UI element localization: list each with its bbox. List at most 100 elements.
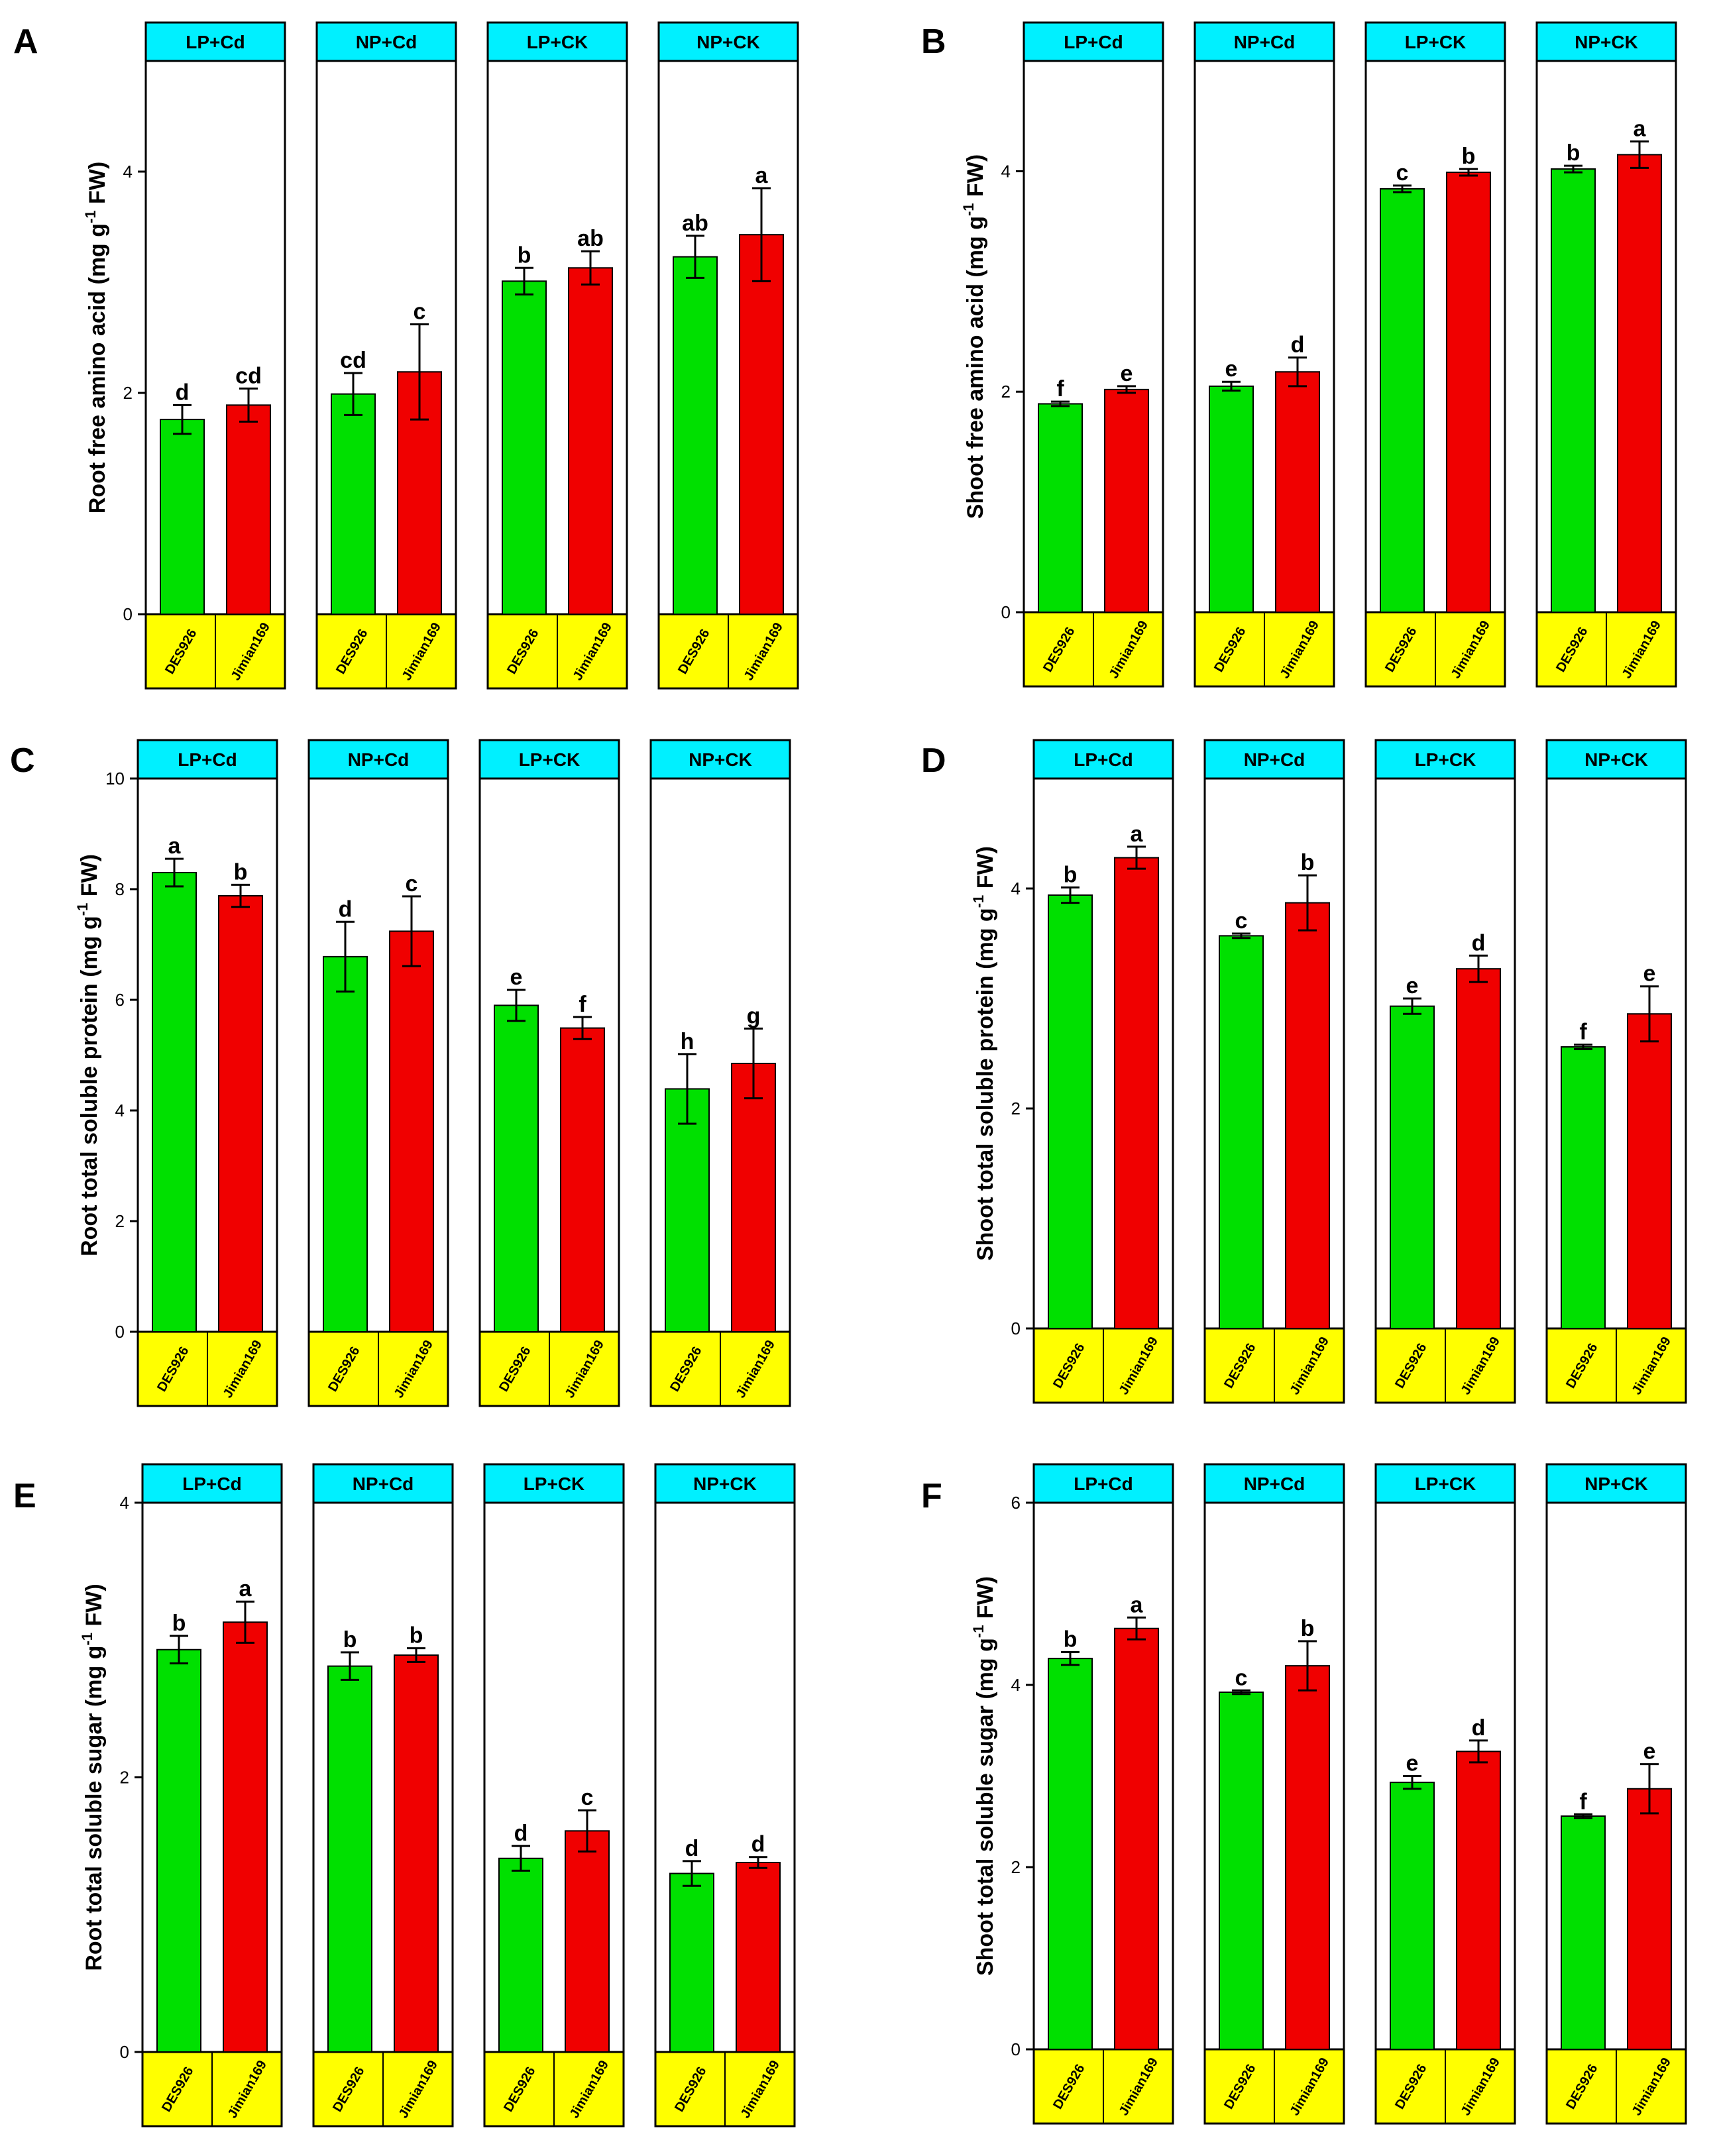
panel-e-bar-des926: [327, 1665, 372, 2053]
panel-e-significance-letter: a: [239, 1576, 252, 1601]
panel-e-significance-letter: d: [751, 1832, 765, 1857]
panel-d-significance-letter: e: [1406, 973, 1419, 998]
panel-a: A 0 2 4 Root free amino acid (mg g-1 FW) LP+C…: [13, 21, 799, 690]
panel-c-y-tick-label: 2: [115, 1211, 125, 1231]
panel-f: F 0 2 4 6 Shoot total soluble sugar (mg g-1 F…: [921, 1463, 1687, 2125]
panel-c-y-axis-label: Root total soluble protein (mg g-1 FW): [74, 854, 102, 1256]
panel-a-significance-letter: ab: [577, 226, 604, 251]
panel-f-letter: F: [921, 1477, 942, 1515]
panel-d-significance-letter: b: [1301, 850, 1315, 875]
panel-d-bar-des926: [1048, 894, 1093, 1329]
panel-e-facet-strip-label: LP+Cd: [182, 1474, 241, 1494]
panel-b-facet-strip: [1023, 21, 1164, 62]
panel-c-bar-jimian169: [389, 930, 434, 1332]
panel-f-significance-letter: f: [1579, 1789, 1587, 1814]
panel-a-facet-strip-label: NP+CK: [696, 32, 760, 52]
panel-a-facet-strip-label: NP+Cd: [356, 32, 417, 52]
panel-e-y-tick-label: 2: [120, 1768, 129, 1788]
panel-a-y-axis-label: Root free amino acid (mg g-1 FW): [82, 162, 110, 513]
panel-c-significance-letter: h: [681, 1029, 694, 1054]
panel-f-facet-strip-label: LP+Cd: [1074, 1474, 1133, 1494]
panel-c-facet-strip: [137, 739, 278, 780]
panel-a-bar-des926: [331, 393, 376, 615]
panel-b-bar-des926: [1551, 168, 1596, 613]
panel-e-facet-strip-label: LP+CK: [524, 1474, 585, 1494]
panel-e-significance-letter: d: [514, 1821, 528, 1846]
panel-b-facet-strip: [1535, 21, 1677, 62]
panel-d-facet-strip-label: LP+Cd: [1074, 749, 1133, 770]
panel-e-y-axis-label: Root total soluble sugar (mg g-1 FW): [79, 1584, 107, 1970]
panel-a-facet-strip-label: LP+CK: [527, 32, 588, 52]
panel-a-significance-letter: a: [755, 163, 769, 188]
panel-d-significance-letter: b: [1064, 862, 1078, 887]
panel-d-significance-letter: d: [1472, 930, 1486, 955]
panel-d-bar-jimian169: [1456, 968, 1501, 1330]
panel-c-bar-jimian169: [731, 1063, 776, 1333]
panel-a-y-tick-label: 0: [123, 604, 133, 624]
panel-c-facet-strip-label: NP+Cd: [348, 749, 410, 770]
panel-f-facet-strip: [1203, 1463, 1345, 1504]
panel-b-bar-des926: [1380, 188, 1425, 613]
panel-e-facet-strip: [312, 1463, 454, 1504]
panel-b-significance-letter: c: [1396, 160, 1409, 186]
panel-a-significance-letter: c: [414, 299, 426, 324]
panel-e-facet-strip-label: NP+Cd: [353, 1474, 414, 1494]
panel-c-bar-jimian169: [560, 1027, 605, 1332]
panel-f-facet-strip-label: LP+CK: [1415, 1474, 1476, 1494]
panel-d-facet-strip-label: NP+CK: [1584, 749, 1648, 770]
panel-e-significance-letter: b: [172, 1611, 186, 1636]
panel-f-bar-des926: [1561, 1815, 1606, 2050]
panel-c-y-tick-label: 0: [115, 1322, 125, 1342]
panel-d-bar-jimian169: [1285, 902, 1330, 1329]
panel-a-bar-jimian169: [739, 234, 784, 615]
panel-a-significance-letter: ab: [682, 211, 708, 236]
panel-d-significance-letter: a: [1131, 822, 1144, 847]
panel-c-y-tick-label: 4: [115, 1101, 125, 1120]
panel-f-bar-des926: [1390, 1782, 1435, 2050]
panel-e-bar-des926: [498, 1857, 543, 2053]
panel-a-facet-strip: [486, 21, 628, 62]
panel-a-facet-strip: [315, 21, 457, 62]
panel-e-bar-des926: [669, 1872, 714, 2053]
panel-c-y-tick-label: 10: [105, 769, 125, 788]
panel-a-bar-des926: [160, 419, 205, 616]
panel-e-facet-strip: [141, 1463, 283, 1504]
panel-c-facet-strip-label: LP+Cd: [178, 749, 237, 770]
panel-c-significance-letter: b: [234, 859, 248, 885]
panel-f-bar-jimian169: [1627, 1788, 1672, 2050]
panel-c-significance-letter: f: [579, 992, 586, 1017]
panel-d-letter: D: [921, 741, 946, 780]
panel-c-significance-letter: a: [168, 834, 182, 859]
panel-e-bar-des926: [156, 1648, 201, 2053]
panel-b-significance-letter: a: [1634, 116, 1647, 141]
panel-c-y-tick-label: 8: [115, 879, 125, 899]
panel-f-significance-letter: b: [1064, 1627, 1078, 1652]
panel-b-bar-jimian169: [1104, 388, 1149, 613]
panel-b-bar-jimian169: [1275, 371, 1320, 613]
panel-c-facet-strip-label: NP+CK: [689, 749, 752, 770]
panel-e-significance-letter: b: [410, 1623, 423, 1648]
panel-b-facet-strip-label: LP+CK: [1405, 32, 1467, 52]
panel-d: D 0 2 4 Shoot total soluble protein (mg g-1 …: [921, 739, 1687, 1404]
panel-e-significance-letter: c: [581, 1785, 594, 1810]
panel-b: B 0 2 4 Shoot free amino acid (mg g-1 FW) LP+…: [921, 21, 1677, 688]
panel-c-bar-des926: [494, 1004, 539, 1332]
panel-b-bar-jimian169: [1617, 154, 1662, 613]
panel-f-significance-letter: a: [1131, 1592, 1144, 1617]
panel-d-facet-strip: [1032, 739, 1174, 780]
panel-e-bar-jimian169: [565, 1830, 610, 2053]
